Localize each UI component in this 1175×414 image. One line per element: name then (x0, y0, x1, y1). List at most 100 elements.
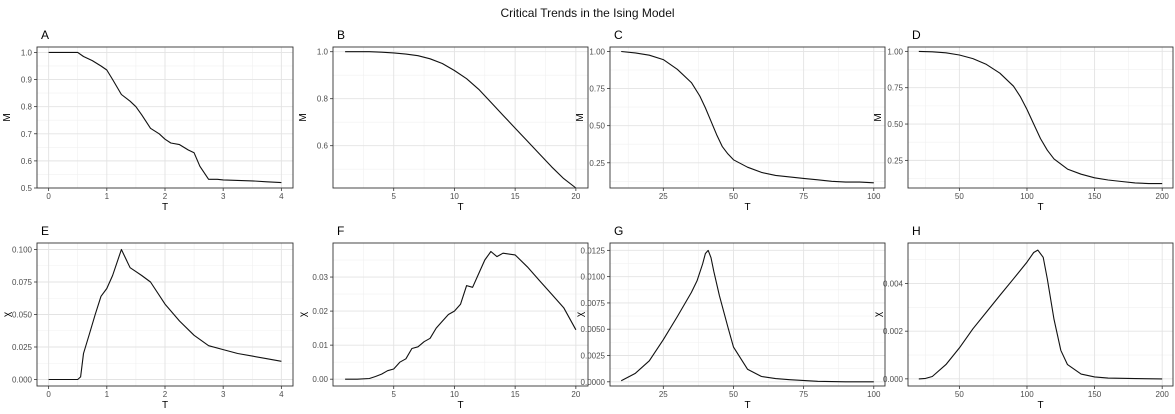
y-axis-title: M (575, 113, 586, 121)
x-tick-label: 1 (105, 192, 110, 201)
y-tick-label: 0.25 (589, 159, 605, 168)
x-tick-label: 3 (221, 390, 226, 399)
panel-D: 50 100 150 200 0.25 0.50 0.75 1.00 D T M (873, 28, 1174, 213)
x-tick-label: 3 (221, 192, 226, 201)
x-tick-label: 100 (1020, 192, 1034, 201)
y-tick-label: 0.02 (312, 307, 328, 316)
y-tick-label: 0.000 (883, 375, 904, 384)
y-tick-label: 0.075 (12, 278, 33, 287)
series-line-H (918, 249, 1163, 380)
panel-F: 5 10 15 20 0.00 0.01 0.02 0.03 F Tχ (298, 224, 589, 411)
x-axis-title: T (1037, 202, 1043, 213)
x-tick-label: 25 (659, 390, 668, 399)
x-tick-label: 150 (1088, 192, 1102, 201)
y-tick-label: 0.000 (12, 376, 33, 385)
y-tick-label: 1.00 (589, 47, 605, 56)
panel-letter: B (337, 28, 345, 42)
y-tick-label: 0.100 (12, 246, 33, 255)
x-tick-label: 200 (1156, 390, 1170, 399)
y-tick-label: 0.0025 (581, 352, 606, 361)
y-tick-label: 0.004 (883, 280, 904, 289)
panel-border (332, 46, 589, 189)
y-axis-title: χ (575, 311, 586, 317)
panel-letter: H (912, 224, 921, 238)
series-line-G (620, 249, 874, 383)
y-axis-title: M (2, 113, 13, 121)
y-tick-label: 0.0125 (581, 246, 606, 255)
x-tick-label: 50 (729, 192, 738, 201)
x-tick-label: 10 (450, 390, 459, 399)
y-tick-label: 0.0050 (581, 325, 606, 334)
x-tick-label: 20 (571, 192, 580, 201)
x-tick-label: 15 (511, 192, 520, 201)
x-tick-label: 50 (729, 390, 738, 399)
panel-letter: F (337, 224, 344, 238)
x-tick-label: 15 (511, 390, 520, 399)
panel-letter: A (41, 28, 49, 42)
y-tick-label: 0.025 (12, 343, 33, 352)
x-tick-label: 4 (279, 192, 284, 201)
y-tick-label: 0.00 (312, 375, 328, 384)
x-tick-label: 5 (391, 192, 396, 201)
panel-C: 25 50 75 100 0.25 0.50 0.75 1.00 C T M (575, 28, 886, 213)
series-line-D (918, 50, 1163, 185)
y-axis-title: χ (873, 311, 884, 317)
y-tick-label: 0.25 (887, 156, 903, 165)
y-tick-label: 0.75 (589, 85, 605, 94)
panel-H: 50 100 150 200 0.000 0.002 0.004 H Tχ (873, 224, 1174, 411)
y-axis-title: χ (2, 311, 13, 317)
y-tick-label: 0.50 (589, 122, 605, 131)
y-tick-label: 0.5 (21, 184, 33, 193)
panel-letter: G (614, 224, 623, 238)
x-tick-label: 10 (450, 192, 459, 201)
series-line-F (345, 250, 577, 380)
x-axis-title: T (162, 400, 168, 411)
series-line-A (48, 51, 282, 184)
panel-border (36, 242, 294, 387)
panel-letter: C (614, 28, 623, 42)
panel-border (332, 242, 589, 387)
y-tick-label: 0.9 (21, 76, 33, 85)
panel-A: 0 1 2 3 4 0.5 0.6 0.7 0.8 0.9 1.0 A T M (2, 28, 294, 213)
y-axis-title: χ (298, 311, 309, 317)
x-axis-title: T (457, 400, 463, 411)
x-tick-label: 5 (391, 390, 396, 399)
y-tick-label: 0.6 (21, 157, 33, 166)
figure-title: Critical Trends in the Ising Model (500, 6, 675, 20)
panel-border (907, 46, 1174, 189)
x-tick-label: 75 (799, 390, 808, 399)
x-tick-label: 0 (46, 390, 51, 399)
y-tick-label: 1.00 (887, 47, 903, 56)
y-tick-label: 0.050 (12, 311, 33, 320)
x-tick-label: 100 (1020, 390, 1034, 399)
x-tick-label: 150 (1088, 390, 1102, 399)
x-tick-label: 2 (163, 390, 168, 399)
y-tick-label: 0.7 (21, 130, 33, 139)
x-tick-label: 4 (279, 390, 284, 399)
x-axis-title: T (162, 202, 168, 213)
x-tick-label: 100 (867, 192, 881, 201)
y-tick-label: 0.50 (887, 120, 903, 129)
series-line-E (48, 248, 282, 381)
x-axis-title: T (1037, 400, 1043, 411)
x-axis-title: T (744, 400, 750, 411)
panel-border (36, 46, 294, 189)
x-axis-title: T (457, 202, 463, 213)
y-tick-label: 0.8 (317, 95, 329, 104)
panel-border (609, 46, 886, 189)
x-tick-label: 75 (799, 192, 808, 201)
panel-B: 5 10 15 20 0.6 0.8 1.0 B T M (298, 28, 589, 213)
x-tick-label: 2 (163, 192, 168, 201)
y-tick-label: 0.6 (317, 142, 329, 151)
panel-border (907, 242, 1174, 387)
y-tick-label: 0.0000 (581, 378, 606, 387)
x-tick-label: 50 (955, 192, 964, 201)
series-line-C (621, 50, 874, 184)
y-axis-title: M (298, 113, 309, 121)
x-tick-label: 0 (46, 192, 51, 201)
x-tick-label: 1 (105, 390, 110, 399)
y-tick-label: 1.0 (21, 48, 33, 57)
y-axis-title: M (873, 113, 884, 121)
y-tick-label: 0.01 (312, 341, 328, 350)
